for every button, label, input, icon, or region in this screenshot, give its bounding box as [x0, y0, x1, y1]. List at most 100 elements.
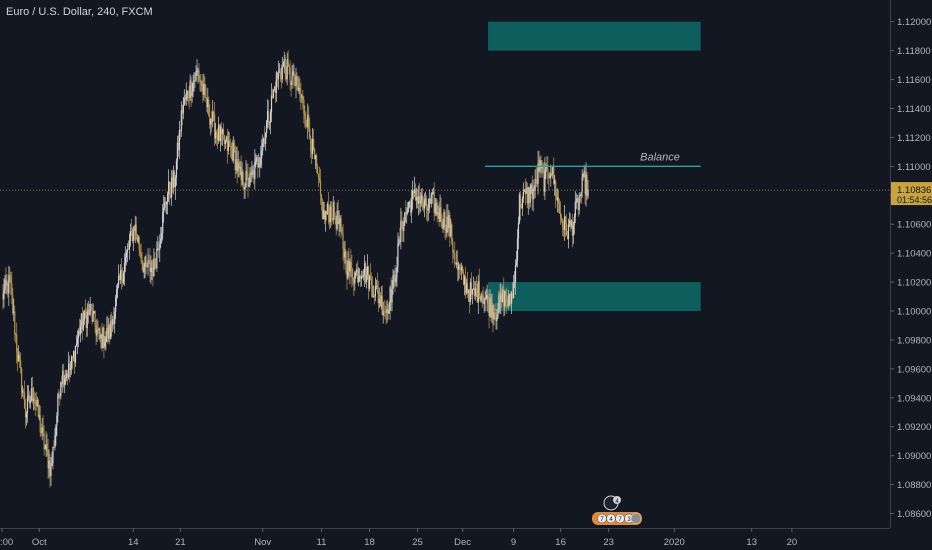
- candle: [405, 200, 407, 224]
- candle: [99, 326, 101, 343]
- candle-body: [260, 157, 262, 165]
- candle-body: [201, 84, 203, 86]
- candle: [279, 68, 281, 82]
- candle-body: [352, 277, 354, 282]
- candle-body: [167, 194, 169, 202]
- candle: [513, 270, 516, 289]
- candle-body: [289, 67, 291, 83]
- candle-body: [20, 360, 22, 369]
- candle: [499, 283, 501, 315]
- candle: [350, 249, 352, 278]
- candle-body: [566, 235, 569, 240]
- candle-body: [478, 280, 480, 299]
- candle-body: [533, 188, 535, 191]
- candle: [294, 73, 296, 87]
- candle: [217, 116, 220, 144]
- candle-body: [208, 99, 210, 117]
- candle-body: [381, 295, 383, 315]
- event-dot-label: 7: [618, 517, 622, 523]
- candle-body: [105, 336, 107, 343]
- candle: [512, 274, 515, 299]
- candle: [39, 405, 41, 438]
- candle-body: [540, 159, 542, 169]
- candle-body: [30, 388, 32, 401]
- candle: [122, 270, 125, 285]
- event-flag-icon[interactable]: [630, 513, 642, 524]
- candle: [101, 322, 103, 352]
- candle-body: [162, 212, 164, 233]
- candle-body: [287, 59, 289, 66]
- candle: [527, 186, 529, 215]
- candle-body: [457, 262, 459, 270]
- candle-body: [317, 173, 320, 178]
- candle-body: [89, 303, 91, 315]
- candle: [54, 428, 56, 451]
- candle-body: [463, 276, 466, 285]
- candle: [473, 280, 475, 300]
- candle-body: [217, 134, 219, 141]
- candle-body: [135, 224, 137, 235]
- candle: [252, 165, 254, 178]
- events-badge[interactable]: 47 4 7 3: [592, 495, 642, 525]
- candle: [410, 198, 412, 216]
- candle-body: [488, 302, 490, 317]
- candle-body: [494, 312, 496, 314]
- candle-body: [496, 317, 498, 321]
- time-tick-label: 14: [128, 537, 139, 548]
- time-axis[interactable]: :00 Oct 14 21 Nov 11 18 25 Dec 9 16 23 2020 13 20: [0, 528, 932, 550]
- candle: [586, 171, 588, 200]
- price-axis[interactable]: 1.12000 1.11800 1.11600 1.11400 1.11200 1.110…: [890, 0, 932, 550]
- candle-body: [5, 279, 7, 286]
- candle: [95, 320, 97, 346]
- candle-body: [115, 297, 117, 312]
- candle-body: [117, 285, 119, 290]
- current-price-badge[interactable]: [891, 182, 932, 206]
- candle-body: [371, 285, 374, 297]
- candle-body: [332, 201, 334, 220]
- candle: [134, 215, 136, 243]
- candle: [556, 188, 558, 201]
- candle-body: [380, 295, 382, 307]
- candle: [44, 444, 46, 450]
- candle: [197, 67, 199, 84]
- candle: [183, 89, 185, 106]
- candle-body: [445, 228, 447, 233]
- candle: [430, 192, 432, 208]
- candle: [437, 205, 439, 219]
- candle-body: [464, 276, 467, 294]
- candle-body: [428, 198, 430, 209]
- candle-body: [336, 210, 338, 230]
- candle: [91, 303, 93, 325]
- candle: [582, 173, 584, 181]
- candle: [359, 268, 361, 282]
- candle: [566, 230, 569, 240]
- candle-body: [4, 279, 6, 290]
- candle-body: [211, 118, 213, 122]
- candle: [89, 297, 91, 317]
- candle: [349, 258, 351, 285]
- candle-body: [232, 142, 234, 161]
- candle-body: [393, 275, 395, 276]
- candle: [188, 85, 190, 109]
- candle-body: [536, 180, 538, 184]
- candle-body: [582, 173, 584, 177]
- candle-body: [83, 310, 85, 321]
- candle: [459, 263, 461, 279]
- candle: [245, 159, 247, 188]
- candle: [261, 139, 263, 169]
- candle: [475, 276, 477, 298]
- candle-body: [439, 207, 441, 222]
- candle-body: [141, 260, 143, 263]
- candle: [409, 200, 411, 208]
- candle: [228, 132, 230, 148]
- candle: [370, 272, 373, 298]
- candle-body: [131, 232, 133, 242]
- candle: [335, 215, 337, 236]
- candle-body: [255, 158, 257, 162]
- candle-body: [523, 190, 525, 192]
- candle: [365, 266, 368, 289]
- candle-body: [383, 310, 385, 312]
- candle-body: [8, 275, 10, 294]
- candle-body: [344, 251, 346, 258]
